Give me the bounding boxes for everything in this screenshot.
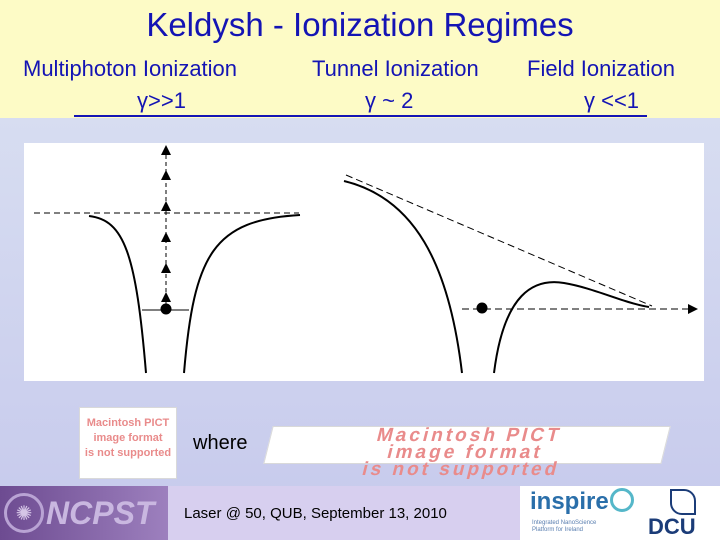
where-text: where [193, 432, 248, 454]
footer-bar [168, 486, 520, 540]
potential-diagram [24, 143, 704, 381]
regime-label-multiphoton: Multiphoton Ionization [23, 56, 238, 81]
gamma-field: γ <<1 [584, 88, 640, 113]
photon-arrow-1 [161, 145, 171, 155]
regime-label-field: Field Ionization [527, 56, 675, 81]
field-tilt-line [345, 174, 653, 307]
gamma-row: γ>>1 γ ~ 2 γ <<1 [74, 88, 647, 117]
inspire-subtitle: Integrated NanoScience Platform for Irel… [532, 520, 597, 533]
regime-header: Multiphoton Ionization Tunnel Ionization… [0, 56, 720, 120]
photon-arrow-3 [161, 201, 171, 211]
potential-diagram-svg [34, 145, 698, 374]
photon-arrow-2 [161, 170, 171, 180]
tunnel-potential-left [343, 180, 463, 374]
pict-placeholder-small: Macintosh PICT image format is not suppo… [79, 407, 177, 479]
ncpst-emblem-icon: ✺ [4, 493, 44, 533]
field-arrowhead [688, 304, 698, 314]
multiphoton-electron [160, 303, 172, 315]
regime-label-tunnel: Tunnel Ionization [312, 56, 479, 81]
inspire-ring-icon [610, 488, 634, 512]
pict-placeholder-wide: Macintosh PICT image format is not suppo… [263, 425, 671, 480]
photon-arrow-5 [161, 263, 171, 273]
footer-caption: Laser @ 50, QUB, September 13, 2010 [184, 505, 447, 522]
pict-small-line-3: is not supported [84, 447, 172, 459]
photon-arrow-6 [161, 292, 171, 302]
multiphoton-potential-left [88, 215, 147, 374]
photon-arrow-4 [161, 232, 171, 242]
pict-wide-line-3: is not supported [359, 459, 562, 480]
pict-small-line-2: image format [93, 432, 163, 444]
ncpst-logo: ✺ NCPST [0, 486, 168, 540]
multiphoton-potential-right [183, 214, 301, 374]
dcu-mark-icon [670, 489, 696, 515]
ncpst-logo-text: NCPST [46, 494, 155, 531]
tunnel-electron [476, 302, 488, 314]
slide-title: Keldysh - Ionization Regimes [146, 6, 574, 43]
pict-small-line-1: Macintosh PICT [86, 417, 170, 429]
tunnel-barrier [493, 281, 650, 374]
gamma-multiphoton: γ>>1 [137, 88, 186, 113]
dcu-logo-text: DCU [648, 514, 696, 539]
inspire-logo-text: inspire [530, 488, 609, 515]
gamma-tunnel: γ ~ 2 [365, 88, 414, 113]
partner-logos: inspire Integrated NanoScience Platform … [520, 486, 720, 540]
